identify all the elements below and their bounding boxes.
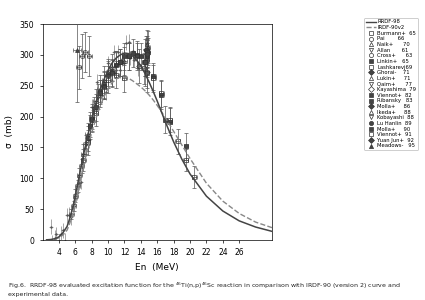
X-axis label: En  (MeV): En (MeV) (136, 263, 179, 272)
Text: Fig.6.  RRDF-98 evaluated excitation function for the $^{46}$Ti(n,p)$^{46}$Sc re: Fig.6. RRDF-98 evaluated excitation func… (8, 281, 401, 297)
Y-axis label: σ  (mb): σ (mb) (5, 116, 14, 148)
Legend: RRDF-98, IRDF-90v2, Burmann+  65, Pai        66, Naik+      70, Allan       61, : RRDF-98, IRDF-90v2, Burmann+ 65, Pai 66,… (364, 18, 418, 150)
